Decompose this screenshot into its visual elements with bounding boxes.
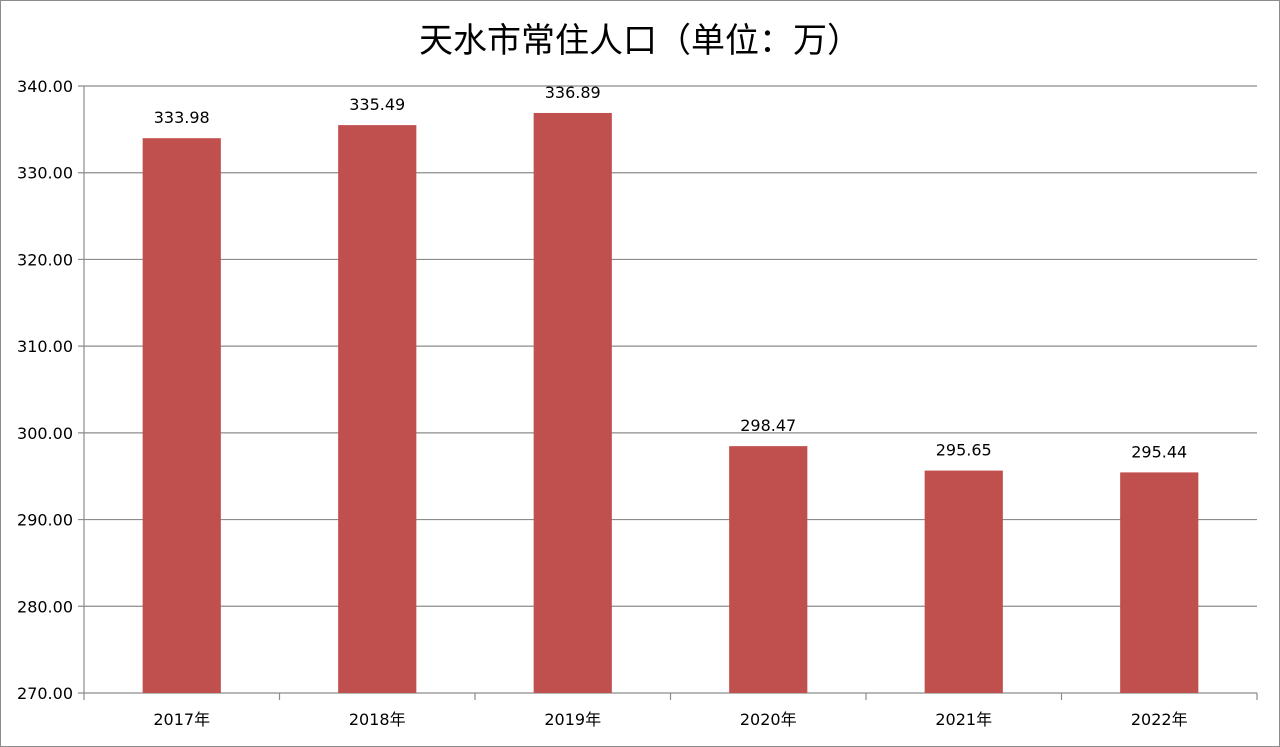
y-tick-label: 300.00 xyxy=(17,424,73,443)
x-tick-label: 2019年 xyxy=(544,710,601,729)
bar xyxy=(338,125,417,693)
bar xyxy=(142,138,221,693)
axes xyxy=(83,86,1258,700)
y-tick-label: 330.00 xyxy=(17,164,73,183)
x-tick-label: 2018年 xyxy=(349,710,406,729)
bar xyxy=(1120,472,1199,693)
data-label: 336.89 xyxy=(545,83,601,102)
x-tick-label: 2020年 xyxy=(740,710,797,729)
gridlines xyxy=(78,85,1257,694)
x-tick-label: 2017年 xyxy=(153,710,210,729)
y-tick-label: 340.00 xyxy=(17,77,73,96)
x-tick-labels: 2017年 2018年 2019年 2020年 2021年 2022年 xyxy=(153,710,1187,729)
data-label: 335.49 xyxy=(349,95,405,114)
y-tick-label: 270.00 xyxy=(17,684,73,703)
data-label: 295.65 xyxy=(936,441,992,460)
y-tick-label: 320.00 xyxy=(17,250,73,269)
data-labels: 333.98 335.49 336.89 298.47 295.65 295.44 xyxy=(154,83,1187,461)
y-tick-label: 280.00 xyxy=(17,597,73,616)
data-label: 333.98 xyxy=(154,108,210,127)
y-tick-labels: 270.00 280.00 290.00 300.00 310.00 320.00 330.… xyxy=(17,77,73,703)
data-label: 298.47 xyxy=(740,416,796,435)
bars xyxy=(142,112,1199,693)
y-tick-label: 310.00 xyxy=(17,337,73,356)
bar xyxy=(533,112,612,693)
x-tick-label: 2021年 xyxy=(935,710,992,729)
bar xyxy=(729,446,808,693)
chart-title: 天水市常住人口（单位：万） xyxy=(419,21,861,61)
bar xyxy=(924,470,1003,693)
x-tick-label: 2022年 xyxy=(1131,710,1188,729)
y-tick-label: 290.00 xyxy=(17,511,73,530)
data-label: 295.44 xyxy=(1131,442,1187,461)
